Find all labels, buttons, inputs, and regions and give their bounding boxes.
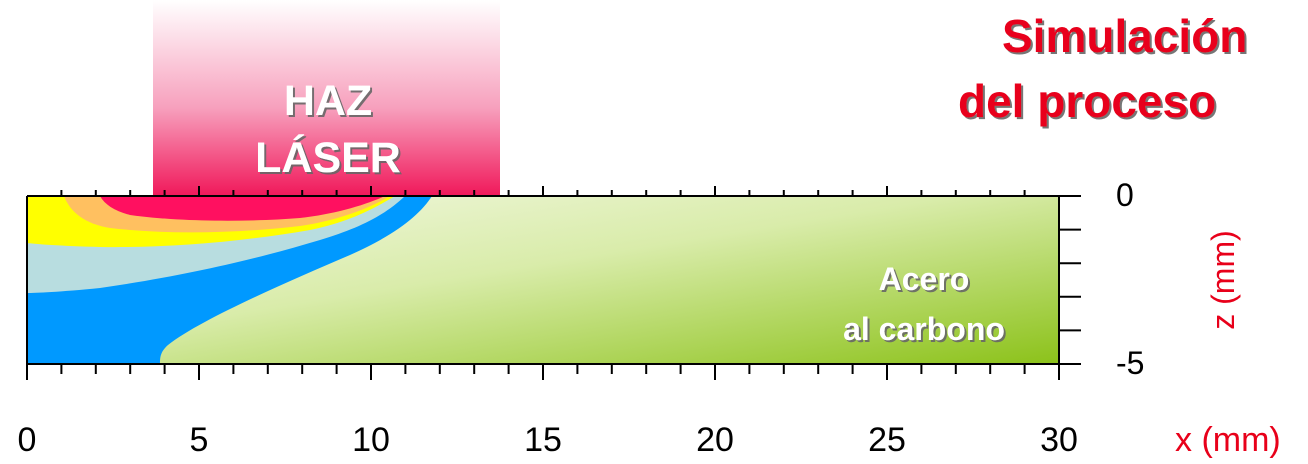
x-axis-label: x (mm) bbox=[1175, 421, 1281, 459]
x-tick-labels: 0 5 10 15 20 25 30 bbox=[18, 421, 1078, 459]
z-axis-label: z (mm) bbox=[1205, 230, 1241, 330]
x-tick-label: 15 bbox=[524, 421, 562, 459]
laser-beam bbox=[153, 0, 500, 196]
z-tick-label: 0 bbox=[1116, 177, 1134, 213]
material-label-line1: Acero bbox=[879, 261, 970, 297]
title-line1: Simulación bbox=[1002, 10, 1247, 62]
x-tick-label: 5 bbox=[190, 421, 209, 459]
beam-label-line2: LÁSER bbox=[255, 134, 401, 182]
material-label-line2: al carbono bbox=[843, 311, 1005, 347]
x-tick-label: 25 bbox=[868, 421, 906, 459]
x-tick-label: 30 bbox=[1040, 421, 1078, 459]
z-tick-label: -5 bbox=[1116, 345, 1144, 381]
x-tick-label: 20 bbox=[696, 421, 734, 459]
beam-label-line1: HAZ bbox=[284, 77, 372, 125]
title-line2: del proceso bbox=[958, 75, 1216, 127]
axis-ticks bbox=[26, 186, 1081, 380]
z-tick-labels: 0 -5 bbox=[1116, 177, 1144, 381]
x-tick-label: 0 bbox=[18, 421, 37, 459]
x-tick-label: 10 bbox=[352, 421, 390, 459]
zone-red bbox=[100, 196, 385, 221]
